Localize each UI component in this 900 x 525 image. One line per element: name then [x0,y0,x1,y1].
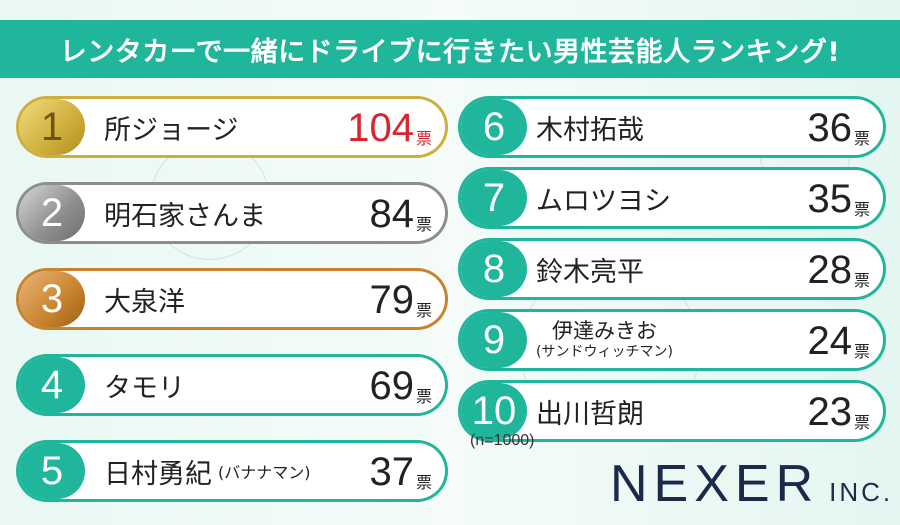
rank-badge: 4 [19,357,85,413]
vote-count: 79 票 [369,268,432,330]
entry-name: 所ジョージ [104,96,238,158]
entry-name-main: 鈴木亮平 [536,256,644,288]
ranking-row: 10 出川哲朗 23 票 [458,380,886,442]
vote-unit: 票 [853,271,870,290]
ranking-row-body [461,170,883,226]
ranking-row: 9 伊達みきお (サンドウィッチマン) 24 票 [458,309,886,371]
vote-unit: 票 [415,387,432,406]
nexer-logo: NEXER INC. [610,450,893,510]
ranking-row-body [19,185,445,241]
vote-unit: 票 [853,413,870,432]
entry-name-main: 所ジョージ [104,114,239,146]
ranking-row-body [461,383,883,439]
rank-badge: 3 [19,271,85,327]
vote-unit: 票 [853,200,870,219]
ranking-row: 5 日村勇紀 (バナナマン) 37 票 [16,440,448,502]
ranking-row-body [19,357,445,413]
entry-name: ムロツヨシ [536,167,671,229]
vote-unit: 票 [853,342,870,361]
vote-count: 28 票 [807,238,870,300]
vote-unit: 票 [415,129,432,148]
vote-number: 35 [807,177,852,221]
entry-name-main: 伊達みきお [551,319,657,343]
vote-count: 84 票 [369,182,432,244]
vote-number: 104 [347,106,414,150]
ranking-row: 8 鈴木亮平 28 票 [458,238,886,300]
rank-badge: 8 [461,241,527,297]
vote-count: 37 票 [369,440,432,502]
entry-name: 大泉洋 [104,268,185,330]
vote-number: 36 [807,106,852,150]
vote-unit: 票 [415,215,432,234]
rank-badge: 2 [19,185,85,241]
entry-name-main: 明石家さんま [104,200,266,232]
vote-number: 23 [807,390,852,434]
vote-count: 69 票 [369,354,432,416]
logo-main-text: NEXER [610,455,820,513]
entry-name-main: タモリ [104,372,185,404]
entry-name: 木村拓哉 [536,96,644,158]
sample-size-note: (n=1000) [470,432,535,449]
rank-badge: 5 [19,443,85,499]
entry-name: タモリ [104,354,185,416]
entry-name: 出川哲朗 [536,380,644,442]
entry-name: 日村勇紀 (バナナマン) [104,440,311,502]
vote-number: 28 [807,248,852,292]
vote-number: 84 [369,192,414,236]
vote-count: 24 票 [807,309,870,371]
ranking-row: 7 ムロツヨシ 35 票 [458,167,886,229]
ranking-row: 6 木村拓哉 36 票 [458,96,886,158]
rank-badge: 7 [461,170,527,226]
chart-title: レンタカーで一緒にドライブに行きたい男性芸能人ランキング! [0,20,900,78]
vote-unit: 票 [415,301,432,320]
rank-badge: 9 [461,312,527,368]
entry-name-main: 日村勇紀 [104,458,212,490]
entry-name-main: 大泉洋 [104,286,185,318]
vote-unit: 票 [415,473,432,492]
ranking-row-body [461,99,883,155]
ranking-row: 4 タモリ 69 票 [16,354,448,416]
entry-name-main: ムロツヨシ [536,185,671,217]
vote-count: 35 票 [807,167,870,229]
rank-badge: 10 [461,383,527,439]
vote-number: 79 [369,278,414,322]
entry-name: 伊達みきお (サンドウィッチマン) [536,309,673,371]
ranking-row-body [19,99,445,155]
ranking-row: 2 明石家さんま 84 票 [16,182,448,244]
entry-name: 明石家さんま [104,182,266,244]
ranking-row-body [19,271,445,327]
ranking-row: 1 所ジョージ 104 票 [16,96,448,158]
entry-name-sub: (サンドウィッチマン) [536,344,673,360]
entry-name-main: 木村拓哉 [536,114,644,146]
vote-count: 23 票 [807,380,870,442]
vote-unit: 票 [853,129,870,148]
rank-badge: 6 [461,99,527,155]
vote-count: 36 票 [807,96,870,158]
vote-number: 69 [369,364,414,408]
logo-suffix-text: INC. [829,477,894,507]
ranking-row-body [19,443,445,499]
entry-name-sub: (バナナマン) [218,463,311,482]
ranking-row: 3 大泉洋 79 票 [16,268,448,330]
ranking-row-body [461,312,883,368]
entry-name: 鈴木亮平 [536,238,644,300]
rank-badge: 1 [19,99,85,155]
entry-name-main: 出川哲朗 [536,398,644,430]
vote-count: 104 票 [347,96,432,158]
vote-number: 24 [807,319,852,363]
ranking-row-body [461,241,883,297]
vote-number: 37 [369,450,414,494]
